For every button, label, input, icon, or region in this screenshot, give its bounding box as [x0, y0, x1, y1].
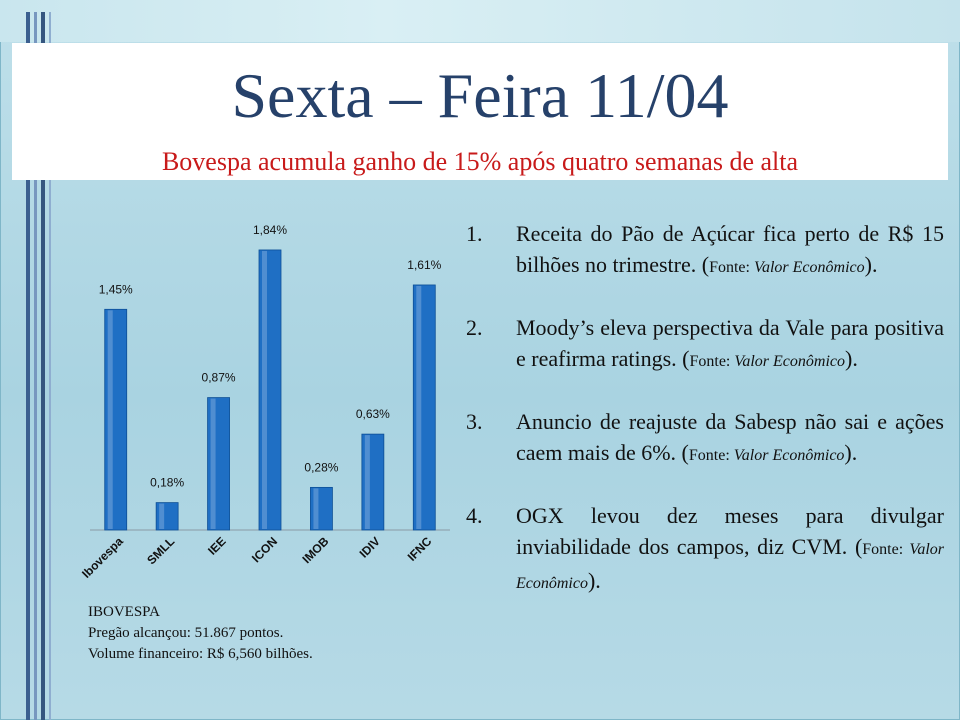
bar-highlight	[262, 250, 267, 529]
data-label: 1,61%	[407, 258, 441, 272]
bar-chart: 1,45% Ibovespa 0,18% SMLL 0,87% IEE 1,84% ICON 0…	[79, 223, 450, 581]
data-label: 1,84%	[253, 223, 287, 237]
news-text: Receita do Pão de Açúcar fica perto de R…	[516, 218, 944, 283]
data-label: 0,18%	[150, 476, 184, 490]
x-tick-label: IMOB	[299, 534, 331, 566]
info-heading: IBOVESPA	[88, 604, 160, 620]
ibovespa-info: IBOVESPA Pregão alcançou: 51.867 pontos.…	[88, 602, 313, 665]
bar-highlight	[416, 285, 422, 529]
title-box	[12, 43, 948, 180]
bar-group: 1,84% ICON	[249, 223, 287, 565]
news-source-label: Fonte:	[688, 447, 734, 464]
news-number: 1.	[466, 221, 483, 246]
bar	[361, 433, 385, 531]
x-tick-label: SMLL	[144, 534, 177, 567]
news-source-label: Fonte:	[689, 353, 735, 370]
info-volume: Volume financeiro: R$ 6,560 bilhões.	[88, 646, 313, 662]
bar-highlight	[107, 310, 113, 529]
news-headline: Receita do Pão de Açúcar fica perto de R…	[516, 221, 944, 277]
news-number: 3.	[466, 409, 483, 434]
news-text: Anuncio de reajuste da Sabesp não sai e …	[516, 406, 944, 471]
bar-group: 1,45% Ibovespa	[79, 282, 133, 581]
news-item: 2. Moody’s eleva perspectiva da Vale par…	[466, 312, 944, 377]
decorative-stripe	[34, 12, 37, 720]
news-item: 3. Anuncio de reajuste da Sabesp não sai…	[466, 406, 944, 471]
bar	[207, 397, 230, 531]
bar	[155, 502, 179, 531]
bar-highlight	[313, 488, 319, 529]
slide-title: Sexta – Feira 11/04	[231, 60, 729, 131]
slide-subtitle: Bovespa acumula ganho de 15% após quatro…	[161, 147, 799, 176]
top-band	[0, 0, 960, 42]
data-label: 0,63%	[356, 407, 390, 421]
news-end: ).	[864, 252, 878, 277]
bar-group: 0,87% IEE	[202, 371, 236, 558]
news-source: Valor Econômico	[734, 353, 846, 370]
news-end: ).	[587, 568, 601, 593]
bar-highlight	[364, 435, 370, 529]
news-number: 4.	[466, 503, 483, 528]
news-source-label: Fonte:	[709, 259, 754, 276]
data-label: 0,28%	[304, 460, 338, 474]
bar-group: 1,61% IFNC	[405, 258, 442, 564]
news-source-label: Fonte:	[862, 541, 910, 558]
news-source: Valor Econômico	[733, 447, 845, 464]
info-points: Pregão alcançou: 51.867 pontos.	[88, 625, 284, 641]
data-label: 0,87%	[202, 371, 236, 385]
x-tick-label: IDIV	[357, 534, 383, 560]
news-text: OGX levou dez meses para divulgar inviab…	[516, 500, 944, 599]
bar	[104, 308, 128, 531]
x-tick-label: ICON	[249, 534, 280, 565]
bar	[258, 249, 282, 531]
news-source: Valor Econômico	[753, 259, 865, 276]
news-item: 4. OGX levou dez meses para divulgar inv…	[466, 500, 944, 599]
decorative-stripe	[26, 12, 30, 720]
bar-group: 0,63% IDIV	[356, 407, 390, 561]
bar-highlight	[210, 398, 216, 529]
bar-highlight	[159, 503, 165, 529]
news-text: Moody’s eleva perspectiva da Vale para p…	[516, 312, 944, 377]
news-item: 1. Receita do Pão de Açúcar fica perto d…	[466, 218, 944, 283]
decorative-stripe	[41, 12, 45, 720]
bar	[412, 284, 436, 531]
x-tick-label: IEE	[205, 534, 229, 558]
news-number: 2.	[466, 315, 483, 340]
news-list: 1. Receita do Pão de Açúcar fica perto d…	[466, 218, 944, 628]
news-headline: OGX levou dez meses para divulgar inviab…	[516, 503, 944, 559]
news-headline: Moody’s eleva perspectiva da Vale para p…	[516, 315, 944, 371]
data-label: 1,45%	[99, 282, 133, 296]
decorative-stripe	[49, 12, 51, 720]
bar-group: 0,28% IMOB	[299, 460, 338, 566]
bar-group: 0,18% SMLL	[144, 476, 184, 568]
bar	[310, 486, 333, 531]
x-tick-label: IFNC	[405, 534, 435, 564]
news-source: Valor Econômico	[516, 541, 945, 592]
news-headline: Anuncio de reajuste da Sabesp não sai e …	[516, 409, 944, 465]
x-tick-label: Ibovespa	[79, 534, 126, 581]
news-end: ).	[845, 346, 858, 371]
news-end: ).	[844, 440, 858, 465]
